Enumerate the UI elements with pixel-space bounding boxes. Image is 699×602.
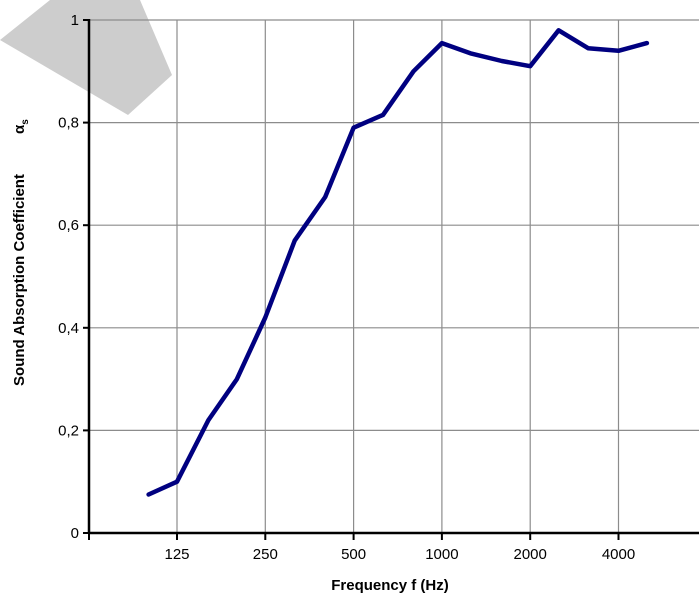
series-layer: [146, 28, 650, 497]
y-axis-title: Sound Absorption Coefficient: [11, 174, 28, 386]
x-tick-label: 500: [341, 546, 366, 563]
x-tick-label: 2000: [514, 546, 547, 563]
x-tick-label: 250: [253, 546, 278, 563]
watermark-stroke: [0, 0, 205, 115]
y-tick-label: 0,4: [58, 320, 79, 337]
series-line-0: [146, 28, 650, 497]
y-tick-label: 0,8: [58, 115, 79, 132]
y-axis-symbol-alpha: α: [11, 124, 28, 134]
watermark: [0, 0, 205, 115]
y-tick-label: 0,2: [58, 422, 79, 439]
y-tick-label: 0,6: [58, 217, 79, 234]
x-axis-title: Frequency f (Hz): [331, 577, 449, 594]
tick-labels: 125 250 500 1000 2000 4000 0 0,2 0,4 0,6 0,8 1: [58, 12, 635, 563]
y-axis-symbol-subscript: s: [20, 119, 31, 125]
grid: [89, 19, 699, 533]
x-tick-label: 1000: [425, 546, 458, 563]
axes: [83, 19, 699, 540]
x-tick-label: 4000: [602, 546, 635, 563]
y-axis-symbol: αs: [11, 119, 31, 134]
y-tick-label: 1: [71, 12, 79, 29]
y-axis-title-group: Sound Absorption Coefficient αs: [11, 119, 31, 386]
x-tick-label: 125: [164, 546, 189, 563]
y-tick-label: 0: [71, 525, 79, 542]
